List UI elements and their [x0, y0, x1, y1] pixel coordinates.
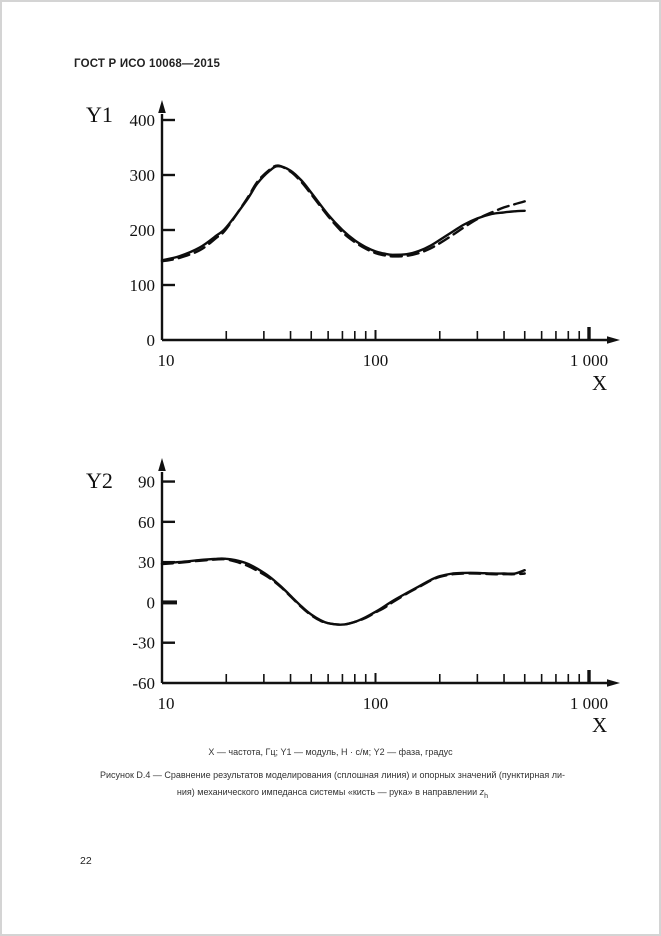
series-line-solid: [160, 164, 526, 262]
x-axis-title: X: [592, 713, 607, 737]
y-tick-label: -60: [132, 674, 155, 693]
y-tick-label: 300: [130, 166, 156, 185]
series-line-dashed: [160, 558, 526, 626]
y-axis-title: Y1: [86, 102, 113, 127]
x-tick-label: 100: [363, 351, 389, 370]
y-tick-label: 90: [138, 473, 155, 492]
document-header: ГОСТ Р ИСО 10068—2015: [74, 58, 221, 70]
x-axis-arrow-icon: [607, 679, 620, 687]
x-tick-label: 10: [158, 694, 175, 713]
y-tick-label: 200: [130, 221, 156, 240]
x-axis-title: X: [592, 371, 607, 395]
y-tick-label: -30: [132, 634, 155, 653]
y-tick-label: 100: [130, 276, 156, 295]
y-tick-label: 0: [147, 593, 156, 612]
y-tick-label: 30: [138, 553, 155, 572]
figure-caption-line1: Рисунок D.4 — Сравнение результатов моде…: [99, 770, 566, 780]
y-tick-label: 400: [130, 111, 156, 130]
x-tick-label: 1 000: [570, 694, 608, 713]
y-tick-label: 60: [138, 513, 155, 532]
x-tick-label: 10: [158, 351, 175, 370]
x-tick-label: 100: [363, 694, 389, 713]
figure-caption-variable-subscript: h: [484, 792, 489, 800]
figure-caption: Рисунок D.4 — Сравнение результатов моде…: [64, 767, 601, 805]
x-tick-label: 1 000: [570, 351, 608, 370]
series-line-solid: [160, 557, 526, 626]
chart-y1-magnitude: 0 100 200 300 400 10 100 1 000 Y1 X: [86, 100, 620, 395]
x-axis-arrow-icon: [607, 336, 620, 344]
y-axis-arrow-icon: [158, 458, 166, 471]
series-line-dashed: [160, 164, 526, 263]
axis-legend-caption: X — частота, Гц; Y1 — модуль, Н · с/м; Y…: [208, 747, 453, 757]
y-tick-label: 0: [147, 331, 156, 350]
chart-y2-phase: -60 -30 0 30 60 90 10 100 1 000 Y2 X: [86, 458, 620, 737]
page-number: 22: [80, 855, 92, 867]
y-axis-title: Y2: [86, 468, 113, 493]
figure-caption-line2: ния) механического импеданса системы «ки…: [176, 787, 480, 797]
y-axis-arrow-icon: [158, 100, 166, 113]
figure-caption-variable: z: [479, 787, 485, 797]
